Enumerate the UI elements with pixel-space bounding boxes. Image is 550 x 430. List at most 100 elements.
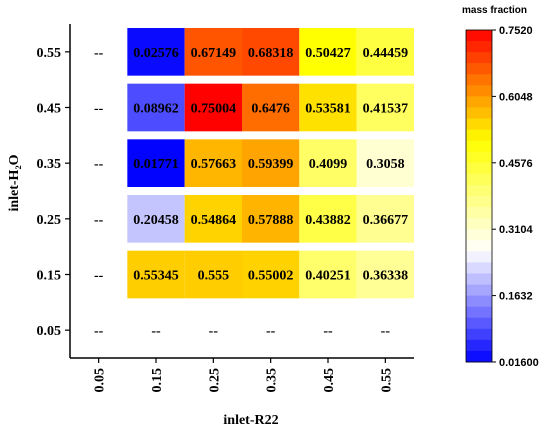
heatmap-cell: [184, 195, 242, 243]
heatmap-cell: [242, 250, 300, 299]
cell-value-label: 0.3058: [366, 157, 405, 172]
cell-value-label: --: [94, 269, 104, 284]
colorbar-band: [466, 295, 492, 308]
heatmap-cell: [127, 250, 185, 299]
y-tick-label: 0.15: [37, 269, 62, 284]
colorbar-band: [466, 196, 492, 208]
colorbar-band: [466, 151, 492, 164]
colorbar-band: [466, 173, 492, 186]
cell-value-label: --: [151, 324, 161, 339]
cell-value-label: 0.36338: [363, 269, 409, 284]
cell-value-label: --: [209, 324, 219, 339]
cell-value-label: 0.4099: [309, 157, 348, 172]
heatmap-cell: [127, 28, 185, 76]
colorbar-band: [466, 30, 492, 42]
cell-value-label: 0.75004: [191, 102, 237, 117]
colorbar-band: [466, 207, 492, 219]
colorbar-tick-label: 0.4576: [499, 158, 533, 170]
cell-value-label: 0.02576: [133, 46, 179, 61]
heatmap-cell: [356, 250, 414, 299]
cell-value-label: 0.54864: [191, 213, 237, 228]
cell-value-label: 0.08962: [133, 102, 179, 117]
x-tick-label: 0.35: [265, 368, 280, 393]
colorbar: 0.7520 0.6048 0.4576 0.3104 0.1632 0.01600: [465, 25, 539, 369]
y-tick-label: 0.35: [37, 157, 62, 172]
heatmap-cell: [184, 250, 242, 299]
colorbar-frame: [465, 29, 493, 363]
colorbar-tick-label: 0.6048: [499, 91, 533, 103]
heatmap-cell: [356, 139, 414, 187]
heatmap-cell: [127, 195, 185, 243]
colorbar-tick-label: 0.01600: [499, 357, 539, 369]
heatmap-cell: [242, 83, 300, 132]
x-tick-label: 0.15: [150, 368, 165, 393]
heatmap-cell: [184, 139, 242, 187]
colorbar-band: [466, 52, 492, 64]
colorbar-band: [466, 240, 492, 252]
colorbar-tick-label: 0.3104: [499, 224, 534, 236]
heatmap-cell: [242, 195, 300, 243]
colorbar-band: [466, 184, 492, 197]
y-tick-label: 0.25: [37, 213, 62, 228]
colorbar-band: [466, 273, 492, 285]
cell-value-label: 0.01771: [133, 157, 179, 172]
x-tick-label: 0.25: [207, 368, 222, 393]
heatmap-cells: [127, 28, 414, 299]
cell-value-label: --: [94, 46, 104, 61]
cell-value-label: 0.57663: [191, 157, 237, 172]
heatmap-cell: [299, 139, 357, 187]
colorbar-band: [466, 328, 492, 341]
cell-value-label: --: [323, 324, 333, 339]
heatmap-cell: [356, 28, 414, 76]
colorbar-tick-label: 0.1632: [499, 291, 533, 303]
x-tick-label: 0.05: [93, 368, 108, 393]
cell-value-label: 0.68318: [248, 46, 294, 61]
heatmap-cell: [127, 83, 185, 132]
colorbar-band: [466, 118, 492, 130]
cell-value-label: --: [94, 213, 104, 228]
cell-value-label: 0.67149: [191, 46, 237, 61]
cell-value-label: 0.555: [198, 269, 230, 284]
cell-value-label: 0.53581: [305, 102, 351, 117]
colorbar-band: [466, 107, 492, 119]
heatmap-cell: [299, 83, 357, 132]
cell-value-label: --: [94, 324, 104, 339]
cell-value-label: 0.50427: [305, 46, 351, 61]
colorbar-band: [466, 96, 492, 108]
colorbar-tick-label: 0.7520: [499, 25, 533, 37]
cell-value-label: 0.55345: [133, 269, 179, 284]
cell-value-label: 0.20458: [133, 213, 179, 228]
y-tick-label: 0.05: [37, 324, 62, 339]
heatmap-cell: [184, 28, 242, 76]
colorbar-band: [466, 74, 492, 86]
colorbar-band: [466, 251, 492, 263]
heatmap-cell: [299, 28, 357, 76]
colorbar-band: [466, 339, 492, 352]
heatmap-cell: [184, 83, 242, 132]
y-axis-title: inlet-H₂O: [7, 154, 22, 211]
cell-value-label: 0.55002: [248, 269, 294, 284]
heatmap-cell: [356, 83, 414, 132]
colorbar-title: mass fraction: [462, 5, 527, 16]
colorbar-band: [466, 140, 492, 153]
cell-value-label: --: [94, 157, 104, 172]
axes: 0.55 0.45 0.35 0.25 0.15 0.05 0.05 0.15 0.25 0.35…: [37, 24, 414, 393]
cell-value-label: --: [266, 324, 276, 339]
cell-value-label: 0.41537: [363, 102, 409, 117]
cell-value-label: 0.44459: [363, 46, 409, 61]
colorbar-band: [466, 63, 492, 75]
heatmap-cell: [242, 28, 300, 76]
heatmap-value-labels: -- 0.02576 0.67149 0.68318 0.50427 0.44459 -- 0…: [94, 46, 408, 339]
cell-value-label: 0.6476: [251, 102, 290, 117]
colorbar-band: [466, 262, 492, 274]
colorbar-band: [466, 218, 492, 230]
colorbar-band: [466, 284, 492, 296]
cell-value-label: --: [381, 324, 391, 339]
cell-value-label: 0.36677: [363, 213, 409, 228]
colorbar-band: [466, 306, 492, 319]
cell-value-label: 0.59399: [248, 157, 294, 172]
x-tick-label: 0.55: [379, 368, 394, 393]
colorbar-band: [466, 85, 492, 97]
colorbar-band: [466, 317, 492, 330]
colorbar-band: [466, 229, 492, 241]
